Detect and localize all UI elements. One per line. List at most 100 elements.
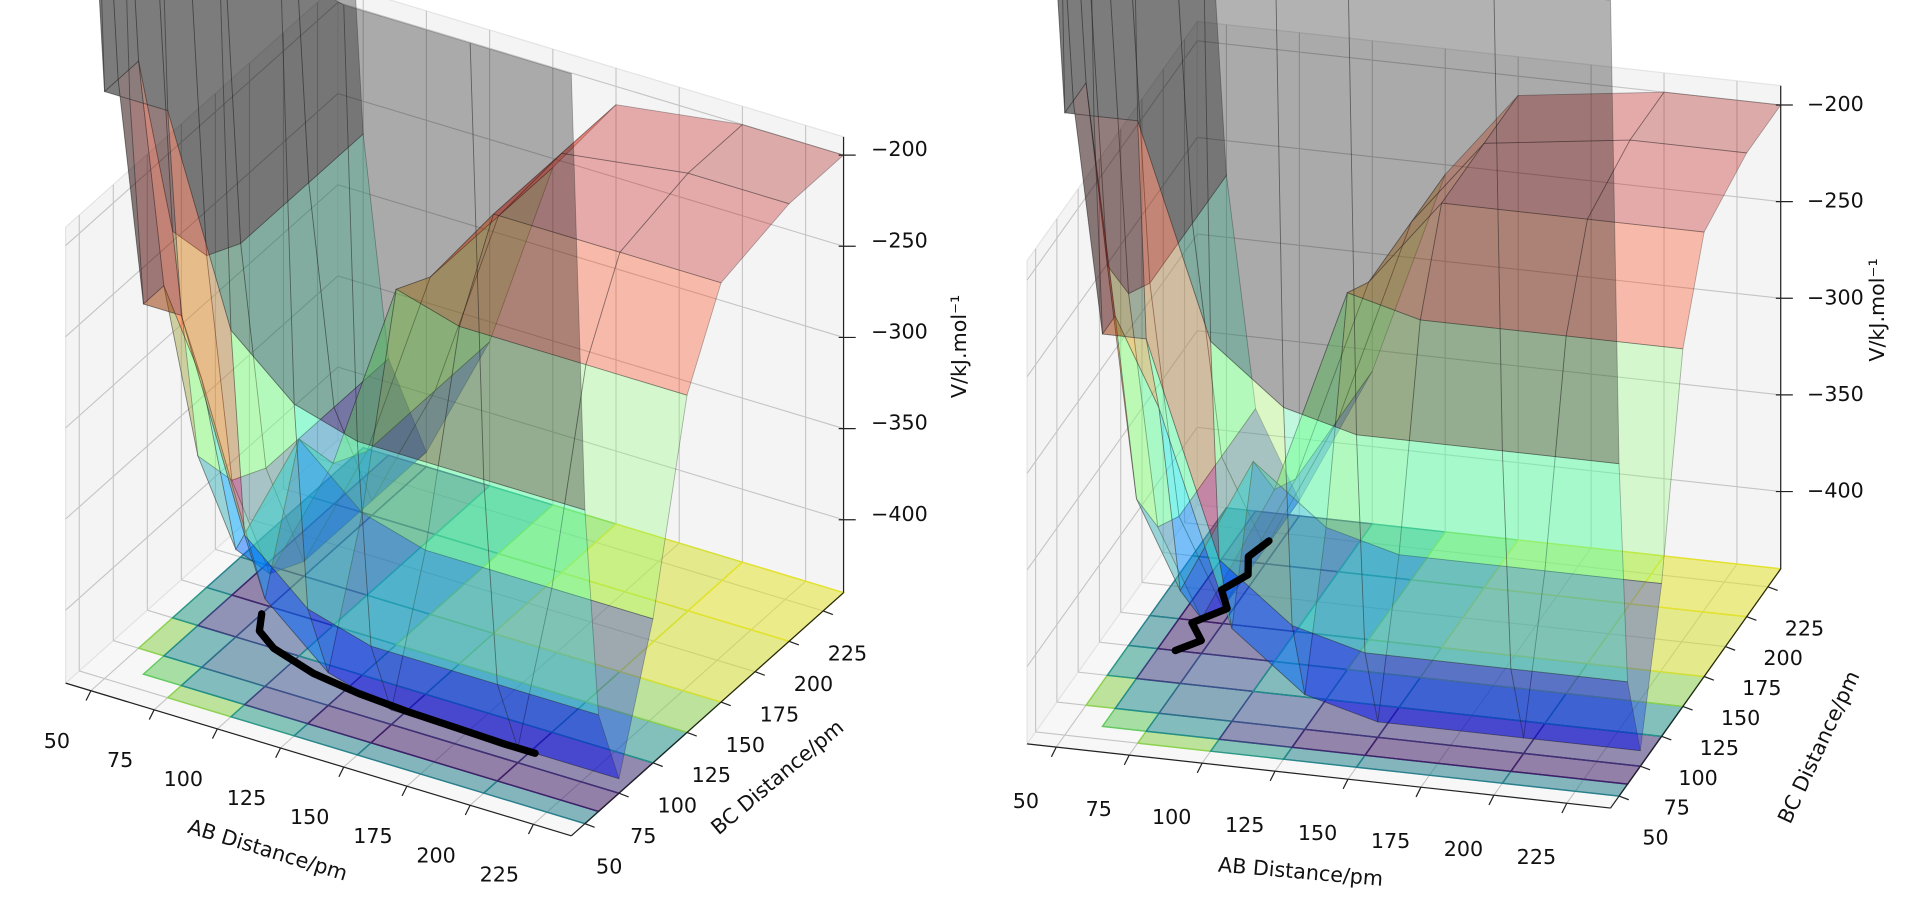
surface-cell bbox=[172, 230, 233, 482]
y-tick bbox=[720, 701, 731, 707]
surface-cell bbox=[1203, 0, 1285, 409]
x-tick bbox=[85, 690, 92, 701]
y-tick-label: 50 bbox=[596, 854, 622, 878]
y-tick-label: 50 bbox=[1642, 826, 1668, 850]
x-tick-label: 125 bbox=[227, 786, 266, 810]
surface-cell bbox=[1364, 652, 1525, 739]
grid-line bbox=[1197, 136, 1781, 203]
surface-cell bbox=[196, 454, 271, 575]
y-axis bbox=[570, 592, 844, 837]
surface-cell bbox=[434, 167, 554, 391]
surface-cell bbox=[1291, 624, 1379, 723]
grid-line bbox=[337, 275, 844, 430]
grid-line bbox=[1026, 427, 1198, 667]
z-tick-label: −400 bbox=[1807, 479, 1864, 503]
y-tick-label: 150 bbox=[726, 733, 765, 757]
x-tick-label: 150 bbox=[290, 805, 329, 829]
z-tick-label: −200 bbox=[871, 137, 928, 161]
y-tick-label: 100 bbox=[658, 794, 697, 818]
surface-cell bbox=[117, 60, 165, 305]
surface-cell bbox=[585, 251, 722, 396]
x-tick bbox=[211, 728, 218, 739]
y-tick-label: 125 bbox=[1700, 736, 1739, 760]
pane-left bbox=[65, 0, 339, 685]
grid-line bbox=[65, 93, 339, 338]
surface-cell bbox=[142, 285, 203, 380]
z-axis-title: V/kJ.mol⁻¹ bbox=[947, 295, 971, 398]
grid-line bbox=[65, 366, 339, 611]
grid-line bbox=[65, 2, 339, 246]
grid-line bbox=[65, 184, 339, 429]
surface-cell bbox=[303, 390, 436, 562]
surface-cell bbox=[163, 285, 237, 550]
surface-cell bbox=[1410, 95, 1519, 223]
surface-cell bbox=[1325, 292, 1421, 556]
surface-cell bbox=[1110, 0, 1151, 295]
surface-cell bbox=[1064, 99, 1103, 335]
y-axis-title: BC Distance/pm bbox=[1773, 667, 1865, 827]
surface-cell bbox=[332, 276, 431, 465]
surface-cell bbox=[1093, 115, 1147, 340]
y-tick bbox=[1618, 795, 1629, 801]
surface-cell bbox=[1523, 570, 1663, 752]
surface-cell bbox=[298, 0, 364, 184]
surface-cell bbox=[226, 0, 310, 245]
surface-cell bbox=[1346, 201, 1443, 321]
grid-line bbox=[1197, 233, 1781, 299]
surface-cell bbox=[1135, 0, 1212, 342]
surface-cell bbox=[167, 110, 245, 536]
surface-cell bbox=[1178, 0, 1227, 225]
y-tick bbox=[1725, 646, 1736, 651]
x-tick bbox=[1415, 786, 1422, 798]
z-tick-label: −250 bbox=[871, 228, 928, 252]
surface-cell bbox=[333, 357, 427, 502]
surface-cell bbox=[1440, 139, 1631, 220]
surface-cell bbox=[99, 0, 105, 92]
x-tick bbox=[401, 785, 408, 797]
y-tick-label: 225 bbox=[1785, 616, 1824, 640]
x-tick bbox=[464, 804, 471, 816]
x-tick bbox=[1488, 794, 1495, 806]
y-tick-label: 225 bbox=[828, 642, 867, 666]
surface-cell bbox=[1501, 450, 1628, 683]
surface-cell bbox=[138, 61, 199, 457]
x-tick-label: 75 bbox=[1086, 797, 1112, 821]
surface-cell bbox=[1377, 554, 1546, 739]
x-tick-label: 200 bbox=[1444, 837, 1483, 861]
surface-cell bbox=[1565, 218, 1705, 350]
grid-line bbox=[65, 275, 339, 520]
surface-cell bbox=[298, 289, 397, 514]
surface-cell bbox=[159, 0, 208, 257]
surface-cell bbox=[99, 0, 119, 93]
surface-cell bbox=[101, 0, 131, 100]
surface-cell bbox=[1221, 407, 1300, 550]
surface-cell bbox=[1149, 222, 1223, 518]
y-tick-label: 200 bbox=[1763, 646, 1802, 670]
surface-cell bbox=[1356, 434, 1512, 670]
grid-line bbox=[1026, 233, 1198, 474]
y-tick bbox=[822, 610, 834, 616]
surface-cell bbox=[1090, 0, 1130, 296]
surface-cell bbox=[1057, 0, 1066, 113]
surface-cell bbox=[230, 329, 309, 611]
grid-line bbox=[1026, 40, 1198, 281]
y-tick bbox=[652, 762, 663, 768]
y-tick bbox=[1703, 675, 1715, 681]
x-tick bbox=[148, 709, 155, 720]
y-axis bbox=[1610, 568, 1782, 809]
surface-cell bbox=[1295, 221, 1412, 480]
y-tick-label: 150 bbox=[1721, 706, 1760, 730]
surface-cell bbox=[1273, 281, 1370, 491]
surface-cell bbox=[492, 152, 689, 253]
y-tick bbox=[1746, 616, 1757, 621]
surface-cell bbox=[1483, 91, 1665, 144]
surface-cell bbox=[307, 607, 393, 711]
surface-cell bbox=[1252, 292, 1348, 529]
surface-cell bbox=[1101, 315, 1160, 409]
surface-cell bbox=[560, 104, 744, 174]
surface-cell bbox=[201, 379, 300, 599]
surface-cell bbox=[1231, 460, 1327, 696]
y-tick bbox=[1640, 765, 1651, 771]
